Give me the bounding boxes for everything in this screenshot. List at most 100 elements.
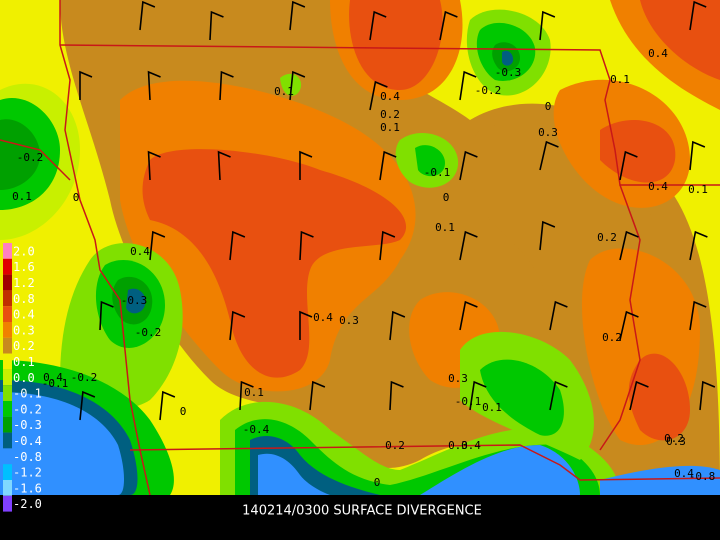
wind-barb xyxy=(459,230,478,261)
contour-label: 0.1 xyxy=(435,221,455,234)
contour-label: 0.4 xyxy=(461,439,481,452)
contour-label: 0.1 xyxy=(274,85,294,98)
contour-label: 0.4 xyxy=(674,467,694,480)
contour-label: 0.2 xyxy=(664,432,684,445)
contour-label: 0 xyxy=(73,191,80,204)
colorbar-label: 0.3 xyxy=(13,323,35,337)
wind-barb xyxy=(689,300,707,331)
wind-barb xyxy=(619,230,639,261)
colorbar-label: -0.3 xyxy=(13,418,42,432)
contour-field: 0.40.20.10-0.3-0.20.1-0.20.1 0-0.10.100.3… xyxy=(0,0,720,495)
wind-barb xyxy=(389,310,406,341)
wind-barb xyxy=(99,300,114,331)
colorbar-swatch xyxy=(3,353,12,370)
colorbar-label: -0.8 xyxy=(13,450,42,464)
wind-barb xyxy=(459,300,478,331)
wind-barbs xyxy=(79,0,716,421)
colorbar-swatch xyxy=(3,401,12,417)
contour-label: 0.4 xyxy=(380,90,400,103)
colorbar-label: 1.2 xyxy=(13,276,35,290)
wind-barb xyxy=(539,220,556,251)
contour-label: 0.1 xyxy=(688,183,708,196)
contour-label: 0.1 xyxy=(12,190,32,203)
contour-label: 0.1 xyxy=(380,121,400,134)
colorbar-label: -1.2 xyxy=(13,466,42,480)
wind-barb xyxy=(239,380,254,411)
contour-label: 0 xyxy=(443,191,450,204)
wind-barb xyxy=(629,380,649,411)
wind-barb xyxy=(309,380,326,411)
wind-barb xyxy=(689,230,708,261)
contour-label: -0.4 xyxy=(243,423,270,436)
colorbar-swatch xyxy=(3,416,12,433)
colorbar-swatch xyxy=(3,337,12,354)
wind-barb xyxy=(229,310,246,341)
colorbar-label: -1.6 xyxy=(13,481,42,495)
colorbar-swatch xyxy=(3,290,12,307)
colorbar-label: 1.6 xyxy=(13,260,35,274)
colorbar-swatch xyxy=(3,322,12,338)
contour-label: 0.4 xyxy=(130,245,150,258)
contour-label: -0.1 xyxy=(424,166,451,179)
wind-barb xyxy=(549,300,568,331)
wind-barb xyxy=(289,0,306,31)
wind-barb xyxy=(549,380,568,411)
wind-barb xyxy=(147,150,161,181)
colorbar-label: 0.2 xyxy=(13,339,35,353)
colorbar-swatch xyxy=(3,480,12,496)
wind-barb xyxy=(209,10,224,41)
colorbar-swatch xyxy=(3,495,12,512)
contour-label: 0.3 xyxy=(448,439,468,452)
contour-label: 0.1 xyxy=(610,73,630,86)
wind-barb xyxy=(149,230,166,261)
contour-label: 0.2 xyxy=(380,108,400,121)
wind-barb xyxy=(299,230,314,261)
contour-label: -0.1 xyxy=(455,395,482,408)
wind-barb xyxy=(619,310,639,341)
colorbar-label: 0.0 xyxy=(13,371,35,385)
colorbar-label: 2.0 xyxy=(13,244,35,258)
state-border xyxy=(0,0,720,495)
colorbar-label: 0.1 xyxy=(13,355,35,369)
colorbar-swatch xyxy=(3,243,12,259)
colorbar-swatch xyxy=(3,306,12,322)
colorbar-swatch xyxy=(3,432,12,449)
contour-label: 0.2 xyxy=(385,439,405,452)
colorbar-label: -0.2 xyxy=(13,402,42,416)
contour-labels: 0.40.20.10-0.3-0.20.1-0.20.1 0-0.10.100.3… xyxy=(12,47,715,489)
contour-label: -0.3 xyxy=(495,66,522,79)
wind-barb xyxy=(439,10,458,41)
contour-label: -0.8 xyxy=(689,470,716,483)
wind-barb xyxy=(379,230,396,261)
contour-label: 0.4 xyxy=(648,180,668,193)
wind-barb xyxy=(79,390,96,421)
wind-barb xyxy=(217,150,231,181)
caption: 140214/0300 SURFACE DIVERGENCE xyxy=(242,504,482,519)
colorbar: 2.0 1.6 1.2 0.8 0.40.3 0.2 0.1 0.0 -0.1-0.2 -0.3 -… xyxy=(3,243,42,512)
wind-barb xyxy=(299,310,313,340)
contour-label: 0.3 xyxy=(448,372,468,385)
wind-barb xyxy=(459,150,478,181)
colorbar-label: -0.1 xyxy=(13,387,42,401)
wind-barb xyxy=(619,150,638,181)
contour-label: -0.3 xyxy=(121,294,148,307)
colorbar-label: 0.8 xyxy=(13,292,35,306)
contour-label: 0 xyxy=(545,100,552,113)
contour-label: 0.1 xyxy=(482,401,502,414)
wind-barb xyxy=(299,150,313,180)
contour-label: -0.1 xyxy=(42,377,69,390)
colorbar-label: -2.0 xyxy=(13,497,42,511)
contour-label: 0.3 xyxy=(538,126,558,139)
wind-barb xyxy=(159,390,176,421)
contour-label: 0.2 xyxy=(597,231,617,244)
wind-barb xyxy=(79,70,93,100)
wind-barb xyxy=(689,0,707,31)
colorbar-swatch xyxy=(3,274,12,291)
wind-barb xyxy=(539,10,556,41)
wind-barb xyxy=(699,380,716,411)
wind-barb xyxy=(539,140,559,171)
wind-barb xyxy=(689,140,706,171)
wind-barb xyxy=(229,230,246,261)
contour-label: -0.2 xyxy=(475,84,502,97)
